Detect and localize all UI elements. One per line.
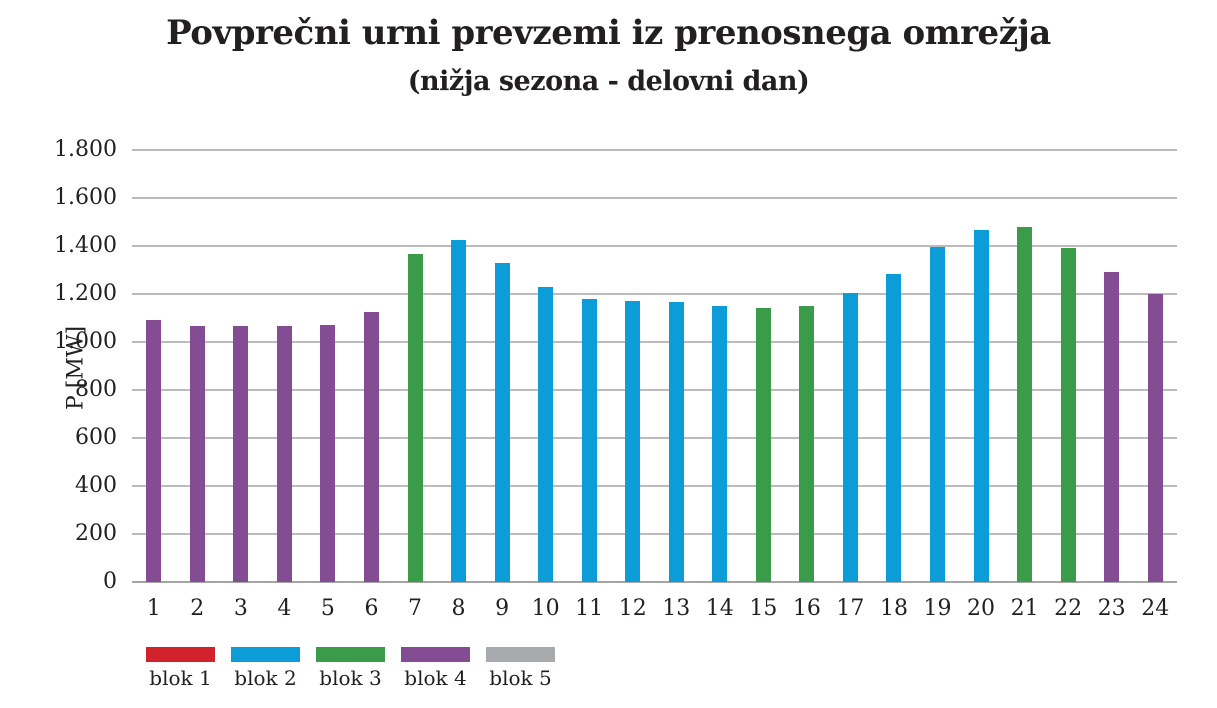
x-tick-label: 22: [1054, 596, 1083, 621]
legend-item: blok 2: [231, 647, 300, 689]
bar-hour-5: [320, 325, 336, 582]
plot-area: [132, 149, 1177, 583]
y-gridline: [132, 389, 1177, 391]
chart-subtitle: (nižja sezona - delovni dan): [407, 66, 810, 97]
y-tick-label: 800: [75, 377, 117, 402]
x-tick-label: 5: [320, 596, 335, 621]
bar-hour-2: [189, 326, 205, 582]
bar-hour-17: [842, 292, 858, 582]
x-tick-label: 2: [190, 596, 205, 621]
x-tick-label: 6: [364, 596, 379, 621]
legend-swatch: [316, 647, 385, 662]
legend-swatch: [231, 647, 300, 662]
bar-hour-7: [407, 254, 423, 582]
x-tick-label: 21: [1010, 596, 1039, 621]
y-gridline: [132, 341, 1177, 343]
bar-hour-15: [755, 308, 771, 582]
legend-swatch: [486, 647, 555, 662]
bar-hour-18: [886, 273, 902, 582]
y-tick-label: 1.600: [54, 185, 117, 210]
x-tick-label: 13: [662, 596, 691, 621]
bar-hour-9: [494, 262, 510, 582]
y-tick-label: 0: [103, 569, 117, 594]
legend-label: blok 4: [404, 666, 467, 690]
bar-hour-13: [668, 302, 684, 582]
legend-item: blok 4: [401, 647, 470, 689]
legend-swatch: [146, 647, 215, 662]
x-tick-label: 18: [879, 596, 908, 621]
legend-label: blok 5: [489, 666, 552, 690]
legend-label: blok 1: [149, 666, 212, 690]
bar-hour-6: [363, 312, 379, 582]
bar-hour-3: [233, 326, 249, 582]
y-tick-label: 1.400: [54, 233, 117, 258]
legend: blok 1 blok 2 blok 3 blok 4 blok 5: [146, 647, 571, 689]
bar-hour-19: [930, 247, 946, 582]
legend-label: blok 2: [234, 666, 297, 690]
bar-hour-21: [1017, 226, 1033, 582]
y-tick-label: 200: [75, 521, 117, 546]
legend-item: blok 5: [486, 647, 555, 689]
x-tick-label: 3: [233, 596, 248, 621]
y-gridline: [132, 197, 1177, 199]
x-tick-label: 23: [1097, 596, 1126, 621]
bar-hour-23: [1104, 272, 1120, 582]
bar-hour-1: [146, 320, 162, 582]
bar-hour-16: [799, 306, 815, 582]
y-tick-label: 1.000: [54, 329, 117, 354]
y-tick-label: 400: [75, 473, 117, 498]
x-tick-label: 14: [705, 596, 734, 621]
x-tick-label: 4: [277, 596, 292, 621]
y-tick-label: 600: [75, 425, 117, 450]
x-tick-label: 17: [836, 596, 865, 621]
y-gridline: [132, 149, 1177, 151]
y-gridline: [132, 437, 1177, 439]
x-tick-label: 19: [923, 596, 952, 621]
y-tick-label: 1.800: [54, 137, 117, 162]
bar-hour-20: [973, 230, 989, 582]
y-tick-label: 1.200: [54, 281, 117, 306]
x-tick-label: 11: [575, 596, 604, 621]
x-tick-label: 10: [531, 596, 560, 621]
x-tick-label: 8: [451, 596, 466, 621]
bar-hour-4: [276, 326, 292, 582]
x-tick-label: 20: [967, 596, 996, 621]
legend-item: blok 1: [146, 647, 215, 689]
bar-hour-8: [451, 240, 467, 582]
x-tick-label: 1: [146, 596, 161, 621]
y-gridline: [132, 293, 1177, 295]
legend-swatch: [401, 647, 470, 662]
bar-hour-14: [712, 306, 728, 582]
chart-title: Povprečni urni prevzemi iz prenosnega om…: [166, 13, 1051, 53]
x-tick-label: 15: [749, 596, 778, 621]
y-gridline: [132, 245, 1177, 247]
y-gridline: [132, 533, 1177, 535]
x-axis-tick-labels: 1 2 3 4 5 6 7 8 9 10 11 12 13 14 15 16 17 18 19 20 21 22 23 24: [132, 596, 1177, 626]
bar-hour-12: [625, 301, 641, 582]
x-axis-baseline: [132, 581, 1177, 583]
bar-hour-10: [538, 286, 554, 582]
legend-label: blok 3: [319, 666, 382, 690]
x-tick-label: 16: [792, 596, 821, 621]
y-gridline: [132, 485, 1177, 487]
bar-hour-11: [581, 298, 597, 582]
bar-hour-22: [1060, 248, 1076, 582]
y-axis-tick-labels: 0 200 400 600 800 1.000 1.200 1.400 1.600 1.800: [0, 138, 117, 594]
x-tick-label: 12: [618, 596, 647, 621]
x-tick-label: 9: [495, 596, 510, 621]
x-tick-label: 7: [408, 596, 423, 621]
bar-hour-24: [1147, 294, 1163, 582]
x-tick-label: 24: [1141, 596, 1170, 621]
legend-item: blok 3: [316, 647, 385, 689]
